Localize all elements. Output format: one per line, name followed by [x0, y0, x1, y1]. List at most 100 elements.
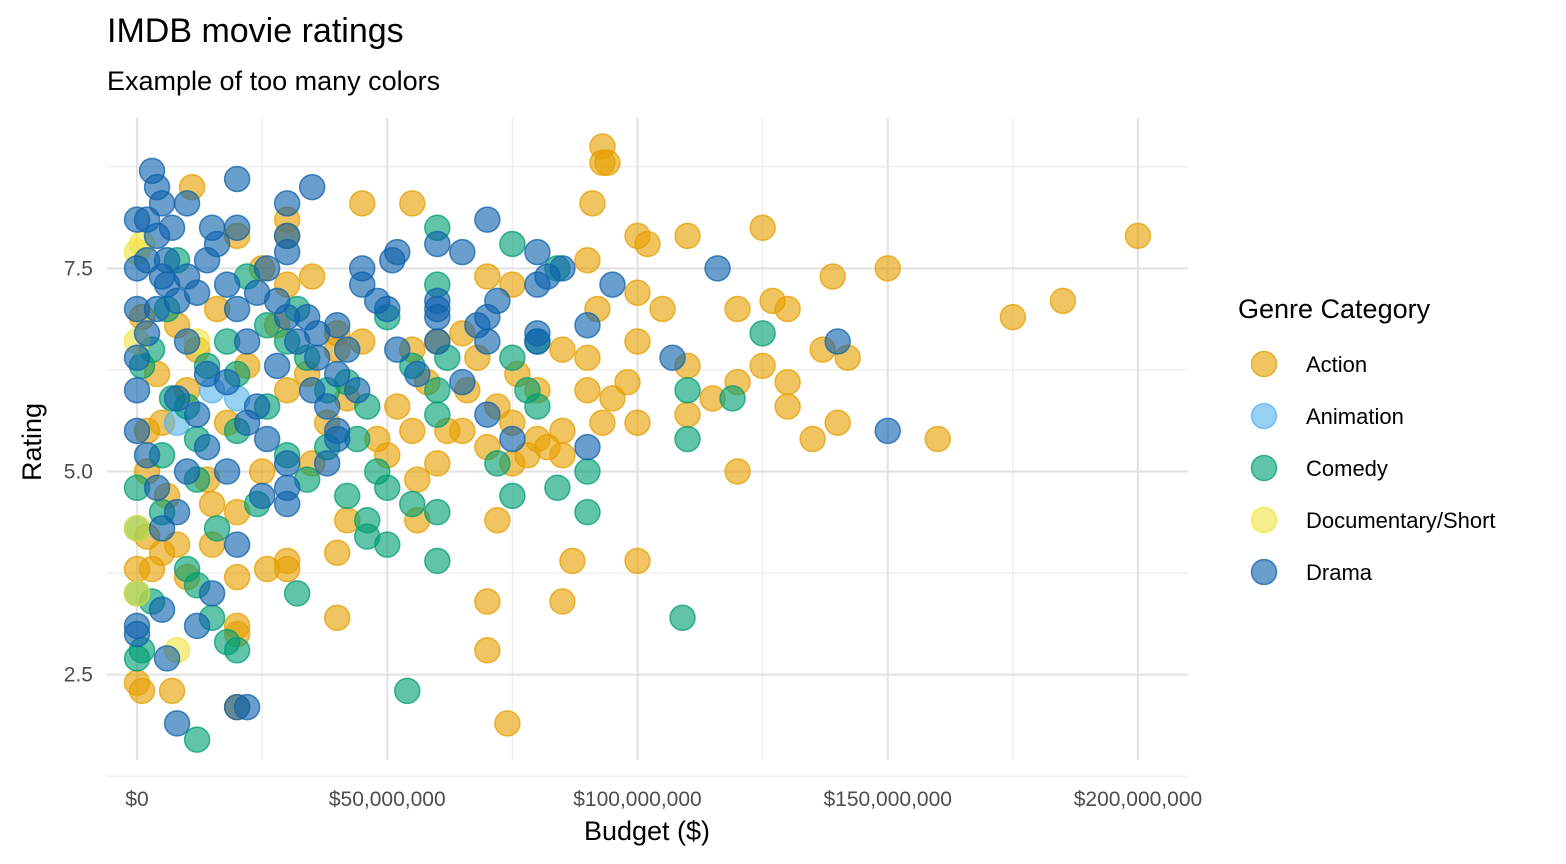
data-point-action: [399, 417, 426, 445]
y-tick-label: 7.5: [64, 257, 93, 280]
data-point-drama: [874, 417, 901, 445]
legend-label: Animation: [1306, 404, 1404, 429]
data-point-action: [404, 466, 431, 493]
data-point-action: [594, 149, 621, 176]
legend-label: Documentary/Short: [1306, 508, 1496, 533]
x-axis-title: Budget ($): [584, 816, 710, 846]
data-point-action: [624, 279, 651, 306]
data-point-action: [424, 450, 451, 477]
data-point-action: [624, 328, 651, 355]
x-tick-label: $100,000,000: [573, 788, 701, 811]
data-point-drama: [153, 645, 181, 672]
data-point-drama: [499, 425, 526, 453]
data-point-comedy: [484, 450, 511, 477]
data-point-drama: [213, 458, 241, 485]
data-point-action: [774, 393, 801, 420]
data-point-drama: [148, 263, 176, 290]
data-point-drama: [143, 474, 171, 502]
data-point-comedy: [394, 677, 421, 705]
data-point-action: [549, 588, 576, 615]
data-point-drama: [253, 425, 281, 453]
data-point-drama: [123, 344, 151, 371]
y-axis-title: Rating: [17, 403, 47, 481]
legend-label: Comedy: [1306, 456, 1388, 481]
data-point-action: [549, 336, 576, 363]
data-point-drama: [449, 238, 476, 266]
data-point-drama: [323, 360, 351, 388]
data-point-comedy: [674, 376, 701, 404]
data-point-drama: [374, 295, 401, 323]
data-point-drama: [549, 255, 576, 282]
data-point-drama: [384, 336, 411, 363]
data-point-drama: [233, 693, 261, 721]
data-point-comedy: [669, 604, 696, 632]
data-point-action: [198, 490, 226, 518]
data-point-action: [614, 368, 641, 396]
x-tick-label: $150,000,000: [823, 788, 951, 811]
data-point-action: [574, 376, 601, 404]
legend-key: [1250, 402, 1278, 430]
data-point-action: [579, 190, 606, 217]
data-point-action: [534, 433, 561, 461]
data-point-action: [549, 417, 576, 445]
legend-key: [1250, 350, 1278, 378]
data-point-comedy: [223, 637, 251, 664]
data-point-drama: [253, 255, 281, 282]
data-point-drama: [379, 246, 406, 274]
data-point-action: [123, 555, 151, 583]
data-point-drama: [474, 206, 501, 233]
data-point-comedy: [364, 458, 391, 485]
data-point-drama: [163, 385, 191, 412]
data-point-action: [1049, 287, 1077, 315]
data-point-drama: [243, 393, 271, 420]
data-point-drama: [263, 352, 291, 380]
data-point-drama: [449, 368, 476, 396]
data-point-action: [749, 214, 776, 241]
data-point-drama: [123, 295, 151, 323]
data-point-drama: [183, 401, 211, 428]
data-point-drama: [524, 238, 551, 266]
legend-label: Action: [1306, 352, 1367, 377]
data-point-drama: [123, 376, 151, 404]
data-point-action: [599, 385, 626, 412]
data-point-action: [724, 295, 751, 323]
data-point-comedy: [574, 458, 601, 485]
data-point-comedy: [173, 555, 201, 583]
data-point-action: [158, 677, 186, 705]
data-point-action: [384, 393, 411, 420]
data-point-drama: [659, 344, 686, 371]
data-point-drama: [273, 450, 301, 477]
data-point-action: [449, 417, 476, 445]
y-tick-label: 2.5: [64, 664, 93, 687]
x-tick-label: $50,000,000: [329, 788, 446, 811]
data-point-drama: [223, 214, 251, 241]
data-point-documentary-short: [123, 580, 151, 607]
data-point-drama: [173, 328, 201, 355]
legend-key: [1250, 506, 1278, 534]
data-point-comedy: [283, 580, 311, 607]
data-point-action: [399, 190, 426, 217]
data-point-action: [474, 263, 501, 290]
data-point-comedy: [203, 515, 231, 542]
data-point-drama: [223, 295, 251, 323]
data-point-drama: [183, 279, 211, 306]
data-point-documentary-short: [123, 515, 151, 542]
data-point-action: [574, 246, 601, 274]
data-point-drama: [213, 368, 241, 396]
data-point-drama: [143, 222, 171, 250]
data-point-comedy: [674, 425, 701, 453]
data-point-action: [819, 263, 846, 290]
data-point-action: [253, 555, 281, 583]
data-point-action: [273, 376, 301, 404]
y-tick-label: 5.0: [64, 461, 93, 484]
data-point-drama: [183, 612, 211, 640]
data-point-comedy: [499, 344, 526, 371]
data-point-drama: [203, 230, 231, 258]
data-point-drama: [123, 417, 151, 445]
data-point-drama: [474, 328, 501, 355]
data-point-drama: [148, 596, 176, 623]
data-point-action: [589, 409, 616, 436]
data-point-drama: [323, 425, 351, 453]
legend-label: Drama: [1306, 560, 1373, 585]
